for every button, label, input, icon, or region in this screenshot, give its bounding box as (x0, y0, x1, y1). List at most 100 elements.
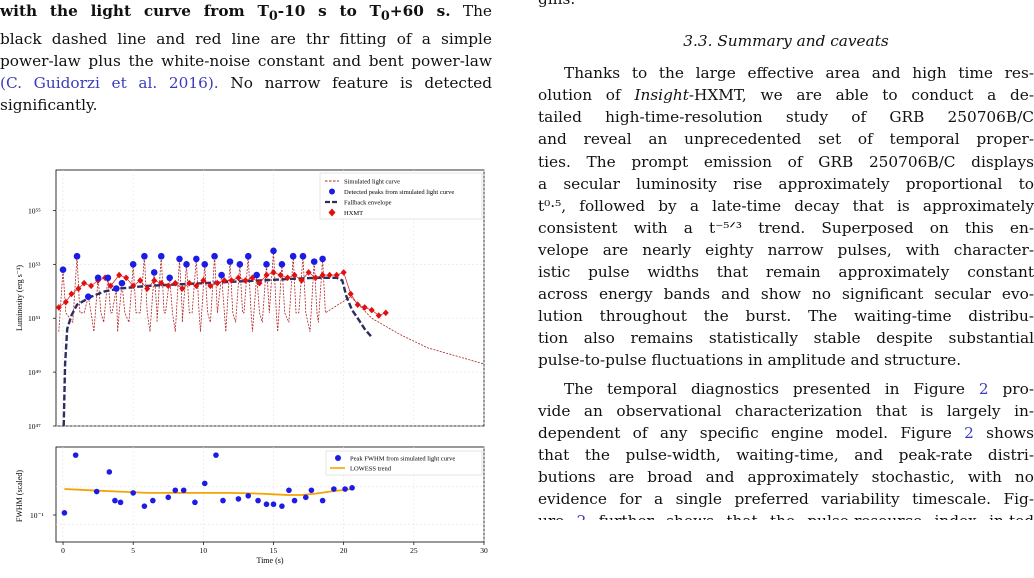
citation-link[interactable]: (C. Guidorzi et al. 2016). (0, 74, 219, 93)
caption-line: significantly. (0, 96, 98, 115)
hxmt-point (347, 290, 354, 298)
hxmt-point (172, 279, 179, 287)
text-line: tion also remains statistically stable d… (538, 329, 1034, 348)
hxmt-point (81, 279, 88, 287)
hxmt-point (55, 304, 62, 311)
text-line: butions are broad and approximately stoc… (538, 467, 1034, 486)
detected-peak-point (226, 258, 234, 265)
fwhm-point (255, 497, 261, 504)
caption-subscript: 0 (268, 9, 278, 25)
detected-peak-point (84, 293, 92, 300)
hxmt-point (144, 285, 151, 292)
fwhm-panel: 0 5 10 15 20 25 30 10⁻¹ FWHM (scaled) Time (s)… (15, 446, 488, 565)
text-line: consistent with a t⁻⁵ᐟ³ trend. Superpose… (538, 218, 1034, 237)
bottom-marks (61, 452, 355, 516)
paragraph: Thanks to the large effective area and h… (538, 62, 1034, 371)
detected-peak-point (104, 274, 112, 282)
fwhm-point (308, 487, 315, 494)
detected-peak-point (94, 274, 102, 282)
lowess-trend-line (64, 488, 353, 496)
fwhm-point (331, 486, 337, 492)
text-line: and reveal an unprecedented set of tempo… (538, 130, 1034, 149)
fwhm-point (263, 501, 270, 508)
text-span: further shows that the pulse-resource in… (586, 512, 1034, 520)
x-tick-label: 10 (200, 546, 208, 555)
caption-line: with the light curve from T0-10 s to T0+… (0, 0, 492, 28)
legend-label: HXMT (344, 210, 363, 217)
top-y-tick-label: 10⁵⁵ (28, 206, 41, 215)
fwhm-point (130, 490, 136, 496)
bottom-curves (64, 488, 353, 496)
detected-peak-point (270, 247, 277, 255)
fwhm-point (72, 452, 79, 458)
text-span: dependent of any specific engine model. … (538, 423, 965, 442)
text-line: dependent of any specific engine model. … (538, 422, 1034, 444)
top-y-axis-label: Luminosity (erg s⁻¹) (15, 265, 24, 331)
fwhm-point (279, 503, 285, 509)
fwhm-point (106, 469, 113, 475)
caption-text: with the light curve from T (0, 2, 269, 20)
text-line: Thanks to the large effective area and h… (564, 64, 1034, 83)
detected-peak-point (319, 255, 326, 263)
fwhm-point (245, 492, 252, 499)
text-line: velope are nearly eighty narrow pulses, … (538, 240, 1034, 259)
x-tick-label: 15 (270, 546, 278, 555)
detected-peak-point (183, 261, 190, 268)
text-line: istic pulse widths that remain approxima… (538, 263, 1034, 282)
legend-label: LOWESS trend (350, 466, 392, 473)
hxmt-point (375, 312, 382, 319)
detected-peak-point (129, 261, 137, 268)
legend-red-diamond-swatch (328, 208, 336, 217)
caption-line: (C. Guidorzi et al. 2016). No narrow fea… (0, 72, 492, 94)
caption-line: power-law plus the white-noise constant … (0, 52, 492, 71)
legend-label: Peak FWHM from simulated light curve (350, 456, 455, 463)
x-axis-label: Time (s) (256, 556, 283, 565)
fwhm-point (180, 487, 187, 494)
text-line: pulse-to-pulse fluctuations in amplitude… (538, 351, 962, 370)
detected-peak-point (278, 261, 286, 268)
text-span: ure (538, 512, 577, 520)
hxmt-point (158, 279, 165, 287)
detected-peak-point (193, 255, 200, 263)
detected-peak-point (299, 252, 307, 260)
detected-peak-point (59, 266, 67, 274)
caption-text: No narrow feature is detected (218, 74, 492, 93)
fwhm-point (112, 497, 118, 504)
hxmt-point (340, 269, 347, 276)
detected-peak-point (201, 261, 209, 268)
fwhm-point (349, 485, 355, 491)
bottom-x-ticks: 0 5 10 15 20 25 30 (61, 542, 488, 555)
luminosity-panel: 10⁵⁵ 10⁵³ 10⁵¹ 10⁴⁹ 10⁴⁷ Luminosity (erg s⁻¹… (15, 169, 485, 431)
hxmt-point (179, 285, 186, 292)
detected-peak-point (253, 271, 260, 279)
fwhm-point (319, 497, 326, 504)
detected-peak-point (211, 252, 218, 260)
cut-off-line: gins. (538, 0, 1034, 10)
text-line: a secular luminosity rise approximately … (538, 174, 1034, 193)
hxmt-point (214, 279, 221, 287)
caption-line: black dashed line and red line are thr f… (0, 30, 492, 49)
x-tick-label: 20 (340, 546, 348, 555)
hxmt-point (382, 309, 389, 317)
caption-subscript: 0 (380, 9, 390, 25)
x-tick-label: 25 (410, 546, 418, 555)
figure-ref-link[interactable]: 2 (964, 423, 974, 442)
bottom-y-axis-label: FWHM (scaled) (15, 470, 24, 523)
text-line: evidence for a single preferred variabil… (538, 489, 1034, 508)
fwhm-point (201, 480, 208, 487)
detected-peak-point (150, 269, 158, 276)
fwhm-point (291, 497, 298, 504)
figure-ref-link[interactable]: 2 (577, 512, 587, 520)
detected-peak-point (157, 252, 165, 260)
text-line: olution of Insight-HXMT, we are able to … (538, 86, 1034, 105)
fwhm-point (302, 494, 309, 501)
fwhm-point (117, 499, 124, 506)
legend-label: Fallback envelope (344, 200, 392, 207)
paragraph: The temporal diagnostics presented in Fi… (538, 378, 1034, 521)
top-y-tick-label: 10⁵³ (28, 260, 41, 269)
hxmt-point (305, 269, 312, 276)
figure-ref-link[interactable]: 2 (978, 379, 989, 398)
text-line: lution throughout the burst. The waiting… (538, 307, 1034, 326)
top-grid (56, 170, 485, 427)
top-legend: Simulated light curve Detected peaks fro… (319, 172, 483, 220)
